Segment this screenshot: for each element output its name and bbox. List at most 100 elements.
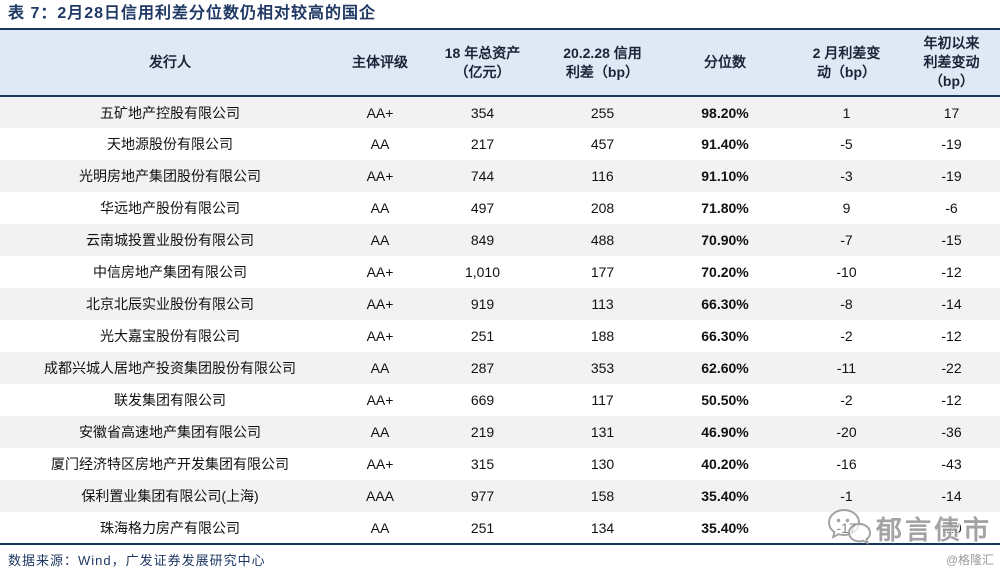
table-footer: 数据来源：Wind，广发证券发展研究中心 @格隆汇 [0, 545, 1000, 571]
table-cell: 1,010 [464, 264, 501, 280]
table-cell: 北京北辰实业股份有限公司 [86, 296, 254, 312]
table-cell: -12 [941, 264, 962, 280]
table-cell: -2 [840, 392, 853, 408]
table-cell: -22 [941, 360, 962, 376]
table-cell: -20 [836, 424, 857, 440]
column-header: 主体评级 [340, 30, 420, 97]
column-header: 2 月利差变 动（bp） [790, 30, 903, 97]
table-cell: 91.10% [701, 168, 749, 184]
table-cell: 66.30% [701, 296, 749, 312]
table-cell: 华远地产股份有限公司 [100, 200, 240, 216]
table-row: 安徽省高速地产集团有限公司 AA 219 131 46.90% -20 -36 [0, 416, 1000, 448]
table-cell: 安徽省高速地产集团有限公司 [79, 424, 261, 440]
table-cell: 66.30% [701, 328, 749, 344]
table-cell: 成都兴城人居地产投资集团股份有限公司 [44, 360, 296, 376]
table-cell: -16 [836, 456, 857, 472]
table-cell: 91.40% [701, 136, 749, 152]
column-header: 20.2.28 信用 利差（bp） [545, 30, 660, 97]
table-cell: -1 [840, 488, 853, 504]
table-cell: AA+ [366, 104, 394, 121]
table-cell: 62.60% [701, 360, 749, 376]
table-cell: AA [370, 519, 390, 536]
table-cell: 255 [590, 104, 615, 121]
data-table: 发行人 主体评级 18 年总资产 （亿元） 20.2.28 信用 利差（bp） 分位数 2… [0, 30, 1000, 545]
table-row: 珠海格力房产有限公司 AA 251 134 35.40% -17 -20 [0, 512, 1000, 544]
table-cell: 287 [470, 360, 495, 376]
table-cell: 天地源股份有限公司 [107, 136, 233, 152]
table-cell: -14 [941, 488, 962, 504]
table-cell: AA [370, 136, 390, 152]
table-cell: 188 [590, 328, 615, 344]
table-cell: -10 [836, 264, 857, 280]
table-cell: -3 [840, 168, 853, 184]
table-cell: -15 [941, 232, 962, 248]
table-cell: 488 [590, 232, 615, 248]
table-cell: 17 [943, 104, 960, 121]
table-row: 光大嘉宝股份有限公司 AA+ 251 188 66.30% -2 -12 [0, 320, 1000, 352]
table-cell: 849 [470, 232, 495, 248]
table-cell: 113 [591, 296, 614, 312]
table-cell: -2 [840, 328, 853, 344]
table-cell: AA [370, 360, 390, 376]
table-cell: 保利置业集团有限公司(上海) [81, 488, 259, 504]
table-cell: 50.50% [701, 392, 749, 408]
table-cell: 497 [470, 200, 495, 216]
column-header: 年初以来 利差变动 （bp） [903, 30, 1000, 97]
table-cell: 中信房地产集团有限公司 [93, 264, 247, 280]
table-cell: 208 [590, 200, 615, 216]
column-header: 发行人 [0, 30, 340, 97]
table-row: 天地源股份有限公司 AA 217 457 91.40% -5 -19 [0, 128, 1000, 160]
table-cell: -19 [941, 168, 962, 184]
table-cell: 35.40% [701, 519, 749, 536]
table-cell: -11 [836, 360, 857, 376]
table-cell: 1 [842, 104, 851, 121]
table-cell: 116 [591, 168, 614, 184]
table-cell: 251 [470, 519, 495, 536]
table-cell: 354 [470, 104, 495, 121]
table-row: 中信房地产集团有限公司 AA+ 1,010 177 70.20% -10 -12 [0, 256, 1000, 288]
table-cell: 130 [590, 456, 615, 472]
table-cell: 131 [590, 424, 615, 440]
table-cell: AA+ [366, 328, 394, 344]
table-cell: 联发集团有限公司 [114, 392, 226, 408]
table-cell: 251 [470, 328, 495, 344]
table-row: 厦门经济特区房地产开发集团有限公司 AA+ 315 130 40.20% -16 -43 [0, 448, 1000, 480]
table-cell: 217 [470, 136, 495, 152]
table-cell: -14 [941, 296, 962, 312]
table-cell: 光明房地产集团股份有限公司 [79, 168, 261, 184]
credit-label: @格隆汇 [945, 552, 994, 567]
table-row: 联发集团有限公司 AA+ 669 117 50.50% -2 -12 [0, 384, 1000, 416]
table-cell: AA [370, 424, 390, 440]
table-cell: 457 [590, 136, 615, 152]
table-row: 云南城投置业股份有限公司 AA 849 488 70.90% -7 -15 [0, 224, 1000, 256]
table-cell: 9 [842, 200, 851, 216]
table-cell: AA+ [366, 296, 394, 312]
table-cell: -5 [840, 136, 853, 152]
table-cell: 70.90% [701, 232, 749, 248]
table-cell: -12 [941, 392, 962, 408]
table-cell: 177 [590, 264, 615, 280]
table-body: 五矿地产控股有限公司 AA+ 354 255 98.20% 1 17 天地源股份有限公司 AA 2… [0, 96, 1000, 544]
table-cell: AA [370, 232, 390, 248]
table-row: 成都兴城人居地产投资集团股份有限公司 AA 287 353 62.60% -11 -22 [0, 352, 1000, 384]
table-cell: -36 [941, 424, 962, 440]
table-cell: -8 [840, 296, 853, 312]
table-cell: 70.20% [701, 264, 749, 280]
table-cell: -7 [840, 232, 853, 248]
table-cell: 40.20% [701, 456, 749, 472]
table-row: 北京北辰实业股份有限公司 AA+ 919 113 66.30% -8 -14 [0, 288, 1000, 320]
header-row: 发行人 主体评级 18 年总资产 （亿元） 20.2.28 信用 利差（bp） 分位数 2… [0, 30, 1000, 97]
table-cell: 117 [591, 392, 614, 408]
table-row: 华远地产股份有限公司 AA 497 208 71.80% 9 -6 [0, 192, 1000, 224]
table-cell: 98.20% [701, 104, 749, 121]
table-cell: 134 [590, 519, 615, 536]
table-cell: -20 [941, 519, 962, 536]
table-cell: 厦门经济特区房地产开发集团有限公司 [51, 456, 289, 472]
table-cell: 219 [470, 424, 495, 440]
table-cell: 977 [470, 488, 495, 504]
table-cell: 光大嘉宝股份有限公司 [100, 328, 240, 344]
table-cell: AA+ [366, 264, 394, 280]
column-header: 分位数 [660, 30, 790, 97]
table-cell: 五矿地产控股有限公司 [100, 104, 240, 121]
table-cell: 158 [590, 488, 615, 504]
